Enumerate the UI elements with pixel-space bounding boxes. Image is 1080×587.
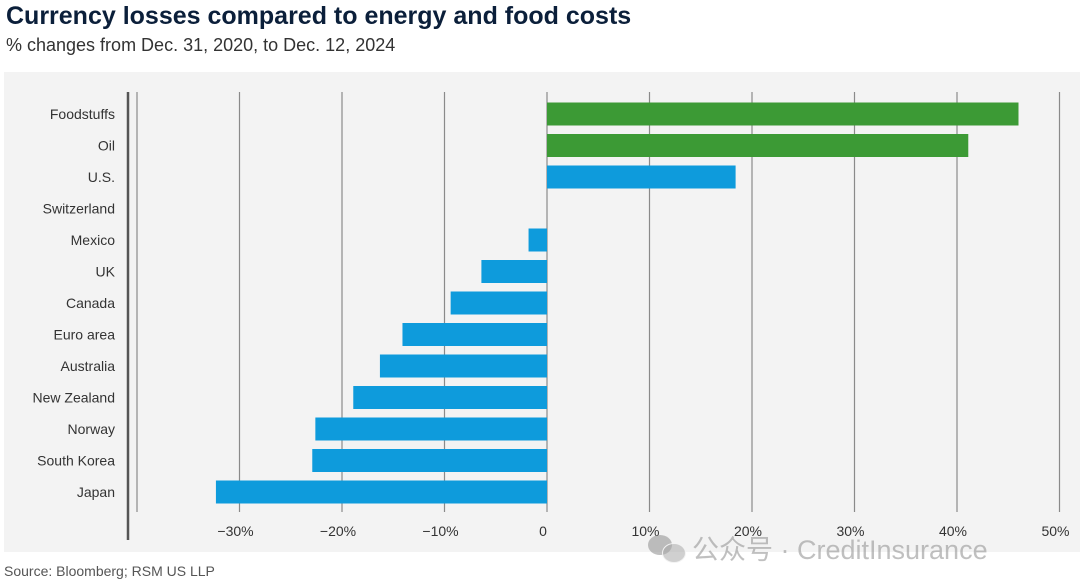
bar-canada (450, 291, 547, 315)
category-label: Australia (61, 358, 116, 374)
x-tick-label: 10% (631, 523, 659, 539)
bar-mexico (528, 228, 547, 252)
category-label: U.S. (88, 169, 115, 185)
category-label: New Zealand (33, 390, 116, 406)
x-tick-label: 20% (734, 523, 762, 539)
bar-oil (547, 134, 969, 157)
bars (215, 102, 1019, 504)
x-tick-label: 0 (539, 523, 547, 539)
bar-japan (215, 480, 548, 504)
watermark: 公众号 · CreditInsurance (648, 528, 988, 567)
chart-subtitle: % changes from Dec. 31, 2020, to Dec. 12… (6, 35, 396, 55)
x-tick-label: −30% (217, 523, 253, 539)
category-label: Euro area (54, 327, 116, 343)
category-label: Canada (66, 295, 115, 311)
bar-new-zealand (353, 386, 547, 409)
bar-u-s (547, 165, 736, 189)
x-tick-label: −20% (320, 523, 356, 539)
category-label: Foodstuffs (50, 106, 115, 122)
x-tick-labels: −30% −20% −10% 0 10% 20% 30% 40% 50% (217, 523, 1069, 539)
category-labels: Foodstuffs Oil U.S. Switzerland Mexico UK Cana… (33, 106, 116, 500)
bar-south-korea (312, 449, 547, 472)
plot-panel: Foodstuffs Oil U.S. Switzerland Mexico UK Cana… (4, 72, 1080, 552)
bar-chart: Foodstuffs Oil U.S. Switzerland Mexico UK Cana… (33, 92, 1070, 540)
wechat-icon (648, 533, 686, 563)
bar-foodstuffs (547, 102, 1019, 126)
bar-euro-area (402, 323, 547, 346)
category-label: Oil (98, 138, 115, 154)
category-label: UK (96, 264, 116, 280)
bar-uk (481, 260, 547, 283)
bar-australia (379, 354, 547, 378)
x-tick-label: 50% (1041, 523, 1069, 539)
bar-norway (315, 417, 547, 441)
x-tick-label: −10% (422, 523, 458, 539)
category-label: Mexico (71, 232, 116, 248)
category-label: South Korea (37, 453, 115, 469)
chart-title: Currency losses compared to energy and f… (6, 2, 632, 30)
watermark-text: 公众号 · CreditInsurance (692, 535, 988, 565)
category-label: Norway (68, 421, 115, 437)
x-tick-label: 40% (939, 523, 967, 539)
category-label: Japan (77, 484, 115, 500)
x-tick-label: 30% (836, 523, 864, 539)
category-label: Switzerland (43, 201, 115, 217)
gridlines (126, 92, 1061, 540)
source-note: Source: Bloomberg; RSM US LLP (4, 563, 215, 579)
